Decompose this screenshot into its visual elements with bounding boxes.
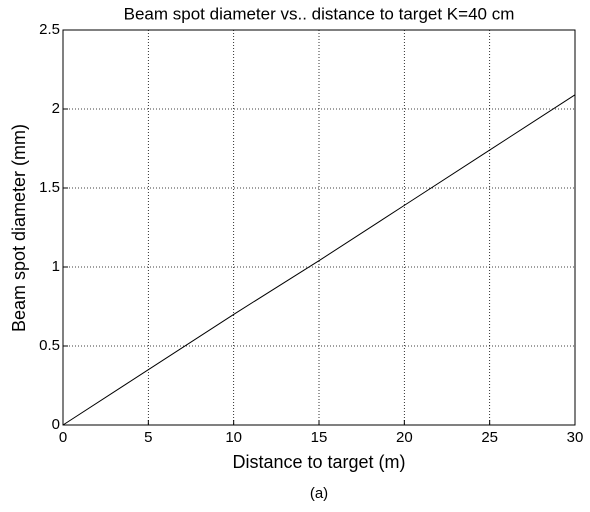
y-axis-label: Beam spot diameter (mm): [9, 124, 29, 332]
data-line: [62, 94, 576, 426]
plot-frame: [62, 29, 576, 426]
x-tick-label: 15: [311, 429, 328, 446]
x-tick-label: 20: [396, 429, 413, 446]
x-tick-label: 10: [225, 429, 242, 446]
x-tick-label: 5: [144, 429, 152, 446]
y-tick-label: 2: [52, 100, 60, 117]
chart-title: Beam spot diameter vs.. distance to targ…: [124, 4, 515, 23]
caption: (a): [310, 485, 328, 502]
x-tick-label: 0: [59, 429, 67, 446]
y-tick-label: 1: [52, 258, 60, 275]
y-tick-label: 0.5: [39, 337, 60, 354]
x-tick-label: 25: [481, 429, 498, 446]
y-tick-label: 1.5: [39, 179, 60, 196]
y-tick-label: 0: [52, 416, 60, 433]
x-axis-label: Distance to target (m): [232, 452, 405, 472]
y-tick-label: 2.5: [39, 21, 60, 38]
x-tick-label: 30: [567, 429, 584, 446]
